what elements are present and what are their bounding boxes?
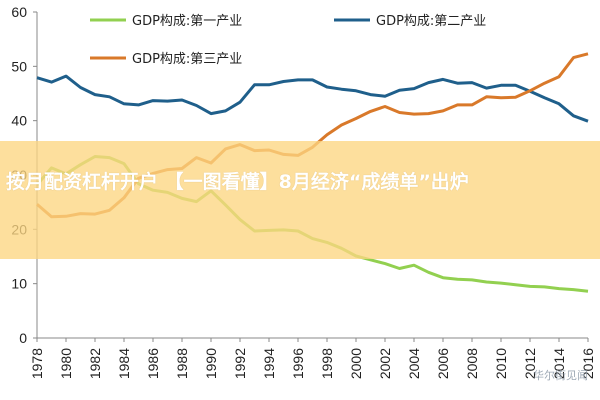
x-tick-label: 2000 xyxy=(348,348,364,379)
x-tick-label: 1982 xyxy=(87,348,103,379)
watermark-logo: 华尔街见闻 xyxy=(533,369,588,382)
overlay-banner xyxy=(0,141,600,259)
x-tick-label: 1992 xyxy=(232,348,248,379)
legend-label-2: GDP构成:第二产业 xyxy=(376,14,486,29)
x-tick-label: 2014 xyxy=(551,348,567,379)
y-tick-label: 0 xyxy=(19,330,27,346)
x-tick-label: 2016 xyxy=(580,348,596,379)
y-tick-label: 40 xyxy=(11,113,27,129)
y-tick-label: 60 xyxy=(11,4,27,20)
legend-label-3: GDP构成:第三产业 xyxy=(132,52,242,67)
x-tick-label: 2006 xyxy=(435,348,451,379)
x-tick-label: 2010 xyxy=(493,348,509,379)
overlay-headline: 按月配资杠杆开户 【一图看懂】8月经济“成绩单”出炉 xyxy=(6,171,469,193)
x-tick-label: 2008 xyxy=(464,348,480,379)
x-ticks: 1978 1980 1982 1984 1986 1988 1990 1992 1994 1996… xyxy=(29,338,596,379)
x-tick-label: 1990 xyxy=(203,348,219,379)
x-tick-label: 1998 xyxy=(319,348,335,379)
x-tick-label: 1986 xyxy=(145,348,161,379)
legend: GDP构成:第一产业 GDP构成:第二产业 GDP构成:第三产业 xyxy=(90,14,486,67)
x-tick-label: 2002 xyxy=(377,348,393,379)
x-tick-label: 1978 xyxy=(29,348,45,379)
series-line-2 xyxy=(36,74,589,123)
x-tick-label: 1984 xyxy=(116,348,132,379)
x-tick-label: 2004 xyxy=(406,348,422,379)
x-tick-label: 1996 xyxy=(290,348,306,379)
x-tick-label: 2012 xyxy=(522,348,538,379)
legend-label-1: GDP构成:第一产业 xyxy=(132,14,242,29)
y-tick-label: 50 xyxy=(11,58,27,74)
x-tick-label: 1994 xyxy=(261,348,277,379)
x-tick-label: 1988 xyxy=(174,348,190,379)
y-tick-label: 10 xyxy=(11,276,27,292)
x-tick-label: 1980 xyxy=(58,348,74,379)
